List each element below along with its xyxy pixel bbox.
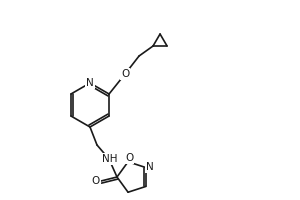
Text: N: N [86,78,94,88]
Text: O: O [125,153,133,163]
Text: N: N [146,162,154,172]
Text: O: O [121,69,129,79]
Text: O: O [92,176,100,186]
Text: NH: NH [102,154,118,164]
